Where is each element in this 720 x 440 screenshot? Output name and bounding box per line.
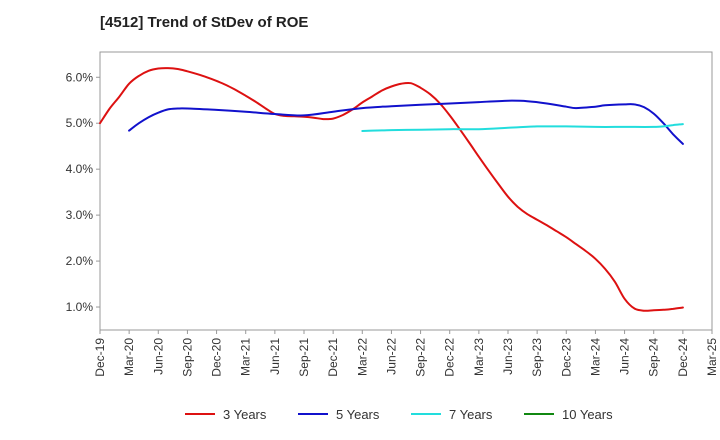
- axis-layer: Dec-19 Mar-20 Jun-20 Sep-20 Dec-20 Mar-21 Jun-…: [66, 51, 719, 377]
- legend-label-10-years: 10 Years: [562, 407, 613, 422]
- legend-label-5-years: 5 Years: [336, 407, 380, 422]
- x-tick-label: Dec-22: [443, 338, 457, 377]
- chart-title: [4512] Trend of StDev of ROE: [100, 14, 309, 31]
- x-tick-label: Sep-21: [297, 338, 311, 377]
- y-tick-label: 5.0%: [66, 116, 94, 130]
- x-tick-label: Jun-21: [268, 338, 282, 375]
- x-tick-label: Mar-21: [239, 338, 253, 376]
- legend-label-7-years: 7 Years: [449, 407, 493, 422]
- x-tick-label: Mar-24: [588, 338, 602, 376]
- x-tick-label: Mar-25: [705, 338, 719, 376]
- x-tick-label: Sep-23: [530, 338, 544, 377]
- series-line-7-years: [361, 123, 684, 132]
- x-tick-label: Dec-23: [559, 338, 573, 377]
- x-tick-label: Jun-20: [151, 338, 165, 375]
- y-tick-label: 3.0%: [66, 208, 94, 222]
- x-tick-label: Dec-24: [676, 338, 690, 377]
- legend-label-3-years: 3 Years: [223, 407, 267, 422]
- x-tick-label: Jun-24: [618, 338, 632, 375]
- x-tick-label: Jun-22: [384, 338, 398, 375]
- x-tick-label: Sep-20: [180, 338, 194, 377]
- y-tick-label: 1.0%: [66, 300, 94, 314]
- x-tick-label: Dec-20: [210, 338, 224, 377]
- y-tick-label: 4.0%: [66, 162, 94, 176]
- x-tick-label: Mar-23: [472, 338, 486, 376]
- series-layer: [99, 67, 684, 312]
- x-tick-label: Dec-21: [326, 338, 340, 377]
- x-tick-label: Dec-19: [93, 338, 107, 377]
- y-tick-label: 2.0%: [66, 254, 94, 268]
- x-tick-label: Mar-22: [355, 338, 369, 376]
- x-tick-label: Jun-23: [501, 338, 515, 375]
- plot-frame: [99, 51, 713, 331]
- x-tick-label: Mar-20: [122, 338, 136, 376]
- y-tick-label: 6.0%: [66, 70, 94, 84]
- x-tick-label: Sep-24: [647, 338, 661, 377]
- series-line-3-years: [99, 67, 684, 312]
- legend: 3 Years 5 Years 7 Years 10 Years: [185, 407, 613, 422]
- x-tick-label: Sep-22: [414, 338, 428, 377]
- series-line-5-years: [128, 99, 684, 145]
